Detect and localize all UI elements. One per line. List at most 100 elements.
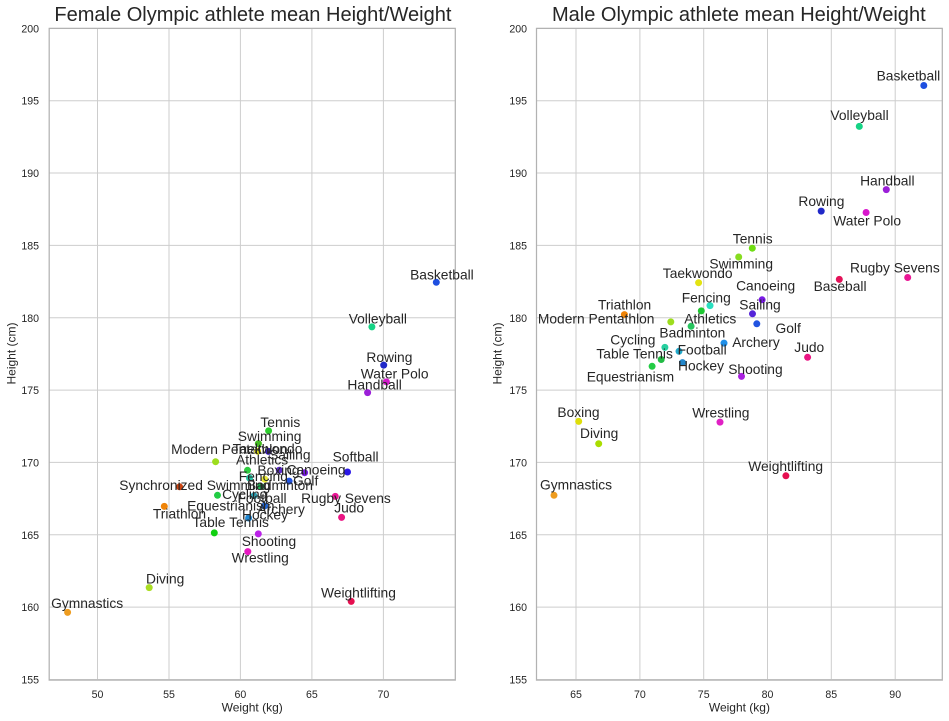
svg-text:Wrestling: Wrestling: [232, 550, 289, 565]
svg-text:70: 70: [378, 689, 390, 701]
svg-text:Female Olympic athlete mean He: Female Olympic athlete mean Height/Weigh…: [54, 4, 452, 26]
svg-text:80: 80: [762, 689, 774, 701]
svg-text:Fencing: Fencing: [682, 291, 731, 306]
svg-text:160: 160: [509, 602, 527, 614]
svg-text:85: 85: [825, 689, 837, 701]
svg-text:195: 195: [509, 96, 527, 108]
svg-text:Sailing: Sailing: [269, 447, 310, 462]
svg-text:Rugby Sevens: Rugby Sevens: [301, 491, 391, 506]
svg-text:185: 185: [21, 240, 39, 252]
svg-text:Water Polo: Water Polo: [833, 213, 901, 228]
svg-text:175: 175: [509, 385, 527, 397]
svg-text:180: 180: [21, 313, 39, 325]
svg-text:Rugby Sevens: Rugby Sevens: [850, 260, 940, 275]
svg-text:Archery: Archery: [732, 335, 780, 350]
svg-text:Badminton: Badminton: [659, 326, 725, 341]
svg-text:Weight (kg): Weight (kg): [222, 701, 283, 715]
svg-text:190: 190: [509, 168, 527, 180]
svg-text:165: 165: [21, 530, 39, 542]
svg-text:50: 50: [92, 689, 104, 701]
svg-text:Modern Pentathlon: Modern Pentathlon: [538, 312, 655, 327]
svg-text:Wrestling: Wrestling: [692, 406, 749, 421]
svg-text:Weightlifting: Weightlifting: [321, 585, 396, 600]
svg-text:Shooting: Shooting: [728, 362, 782, 377]
svg-text:200: 200: [21, 23, 39, 35]
svg-text:Diving: Diving: [580, 426, 618, 441]
svg-text:Badminton: Badminton: [247, 478, 313, 493]
svg-text:65: 65: [570, 689, 582, 701]
svg-text:185: 185: [509, 240, 527, 252]
svg-text:Canoeing: Canoeing: [287, 463, 346, 478]
svg-text:Triathlon: Triathlon: [598, 298, 651, 313]
svg-text:200: 200: [509, 23, 527, 35]
svg-text:Rowing: Rowing: [798, 194, 844, 209]
svg-text:Basketball: Basketball: [410, 267, 474, 282]
svg-text:Tennis: Tennis: [733, 231, 773, 246]
svg-text:Cycling: Cycling: [610, 333, 655, 348]
svg-text:195: 195: [21, 96, 39, 108]
svg-text:Handball: Handball: [347, 377, 401, 392]
svg-text:Swimming: Swimming: [709, 256, 773, 271]
svg-text:Table Tennis: Table Tennis: [596, 346, 673, 361]
svg-text:Table Tennis: Table Tennis: [193, 515, 270, 530]
svg-text:Weightlifting: Weightlifting: [748, 459, 823, 474]
svg-text:Rowing: Rowing: [366, 350, 412, 365]
svg-text:Athletics: Athletics: [684, 312, 736, 327]
svg-text:Height (cm): Height (cm): [491, 322, 505, 384]
svg-text:Boxing: Boxing: [257, 463, 299, 478]
svg-text:Male Olympic athlete mean Heig: Male Olympic athlete mean Height/Weight: [552, 4, 926, 26]
svg-text:Water Polo: Water Polo: [361, 367, 429, 382]
svg-text:Hockey: Hockey: [242, 507, 288, 522]
svg-text:180: 180: [509, 313, 527, 325]
svg-text:Gymnastics: Gymnastics: [51, 596, 123, 611]
svg-text:Softball: Softball: [333, 449, 379, 464]
svg-text:Volleyball: Volleyball: [349, 311, 407, 326]
svg-text:Basketball: Basketball: [877, 69, 941, 84]
svg-text:Taekwondo: Taekwondo: [233, 442, 303, 457]
svg-text:Cycling: Cycling: [222, 487, 267, 502]
svg-text:Football: Football: [238, 491, 287, 506]
svg-text:160: 160: [21, 602, 39, 614]
svg-text:Swimming: Swimming: [238, 429, 302, 444]
svg-text:Sailing: Sailing: [739, 297, 780, 312]
svg-text:Golf: Golf: [293, 474, 318, 489]
svg-text:190: 190: [21, 168, 39, 180]
svg-text:Weight (kg): Weight (kg): [709, 701, 770, 715]
svg-text:Shooting: Shooting: [242, 534, 296, 549]
svg-text:Judo: Judo: [334, 501, 364, 516]
svg-text:65: 65: [306, 689, 318, 701]
svg-text:175: 175: [21, 385, 39, 397]
svg-text:Football: Football: [678, 343, 727, 358]
svg-text:Equestrianism: Equestrianism: [587, 370, 674, 385]
svg-text:90: 90: [889, 689, 901, 701]
svg-text:Triathlon: Triathlon: [153, 507, 206, 522]
svg-text:Tennis: Tennis: [260, 415, 300, 430]
svg-text:Handball: Handball: [860, 173, 914, 188]
svg-text:Volleyball: Volleyball: [830, 108, 888, 123]
svg-text:Baseball: Baseball: [814, 279, 867, 294]
svg-text:170: 170: [509, 457, 527, 469]
svg-text:165: 165: [509, 530, 527, 542]
svg-text:Canoeing: Canoeing: [736, 279, 795, 294]
svg-text:Golf: Golf: [776, 321, 801, 336]
svg-text:Fencing: Fencing: [239, 469, 288, 484]
svg-text:Synchronized Swimming: Synchronized Swimming: [119, 478, 270, 493]
svg-text:70: 70: [634, 689, 646, 701]
svg-text:55: 55: [163, 689, 175, 701]
svg-text:Diving: Diving: [146, 571, 184, 586]
svg-text:Athletics: Athletics: [236, 452, 288, 467]
svg-text:170: 170: [21, 457, 39, 469]
svg-text:60: 60: [235, 689, 247, 701]
svg-text:Modern Pentathlon: Modern Pentathlon: [171, 442, 288, 457]
svg-text:Taekwondo: Taekwondo: [663, 266, 733, 281]
svg-text:Equestrianism: Equestrianism: [187, 499, 274, 514]
svg-text:Gymnastics: Gymnastics: [540, 478, 612, 493]
svg-text:155: 155: [509, 675, 527, 687]
svg-text:Height (cm): Height (cm): [4, 322, 18, 384]
svg-text:Judo: Judo: [794, 340, 824, 355]
svg-text:Hockey: Hockey: [678, 359, 724, 374]
svg-text:Boxing: Boxing: [557, 405, 599, 420]
svg-text:75: 75: [698, 689, 710, 701]
svg-text:Archery: Archery: [257, 502, 305, 517]
svg-text:155: 155: [21, 675, 39, 687]
